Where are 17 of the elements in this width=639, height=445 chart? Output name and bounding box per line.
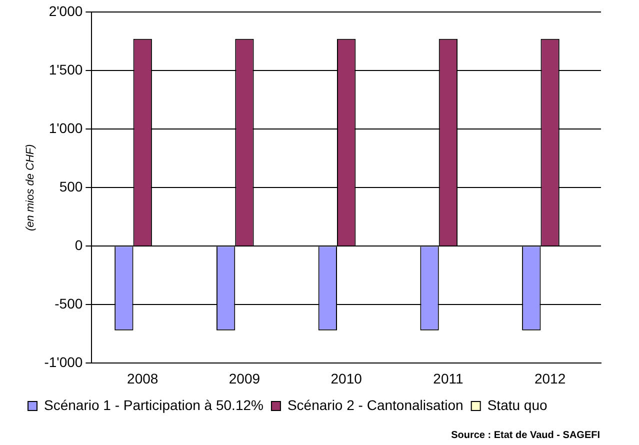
x-tick-label: 2010: [330, 370, 362, 386]
y-tick-label: 500: [59, 178, 83, 194]
y-tick-label: -1'000: [44, 354, 83, 370]
y-axis-title: (en mios de CHF): [24, 144, 37, 231]
legend-label: Statu quo: [487, 396, 548, 413]
y-tick-label: 0: [74, 236, 83, 253]
legend-label: Scénario 2 - Cantonalisation: [287, 396, 464, 413]
x-tick-label: 2008: [127, 370, 158, 386]
legend-label: Scénario 1 - Participation à 50.12%: [44, 396, 264, 413]
x-tick-label: 2012: [534, 370, 566, 386]
x-tick-label: 2011: [433, 370, 464, 386]
y-tick-label: -500: [54, 296, 83, 312]
source-note: Source : Etat de Vaud - SAGEFI: [451, 430, 600, 441]
x-tick-label: 2009: [228, 370, 260, 386]
y-tick-label: 1'000: [48, 120, 83, 136]
y-tick-label: 1'500: [48, 61, 83, 78]
y-tick-label: 2'000: [48, 2, 83, 19]
